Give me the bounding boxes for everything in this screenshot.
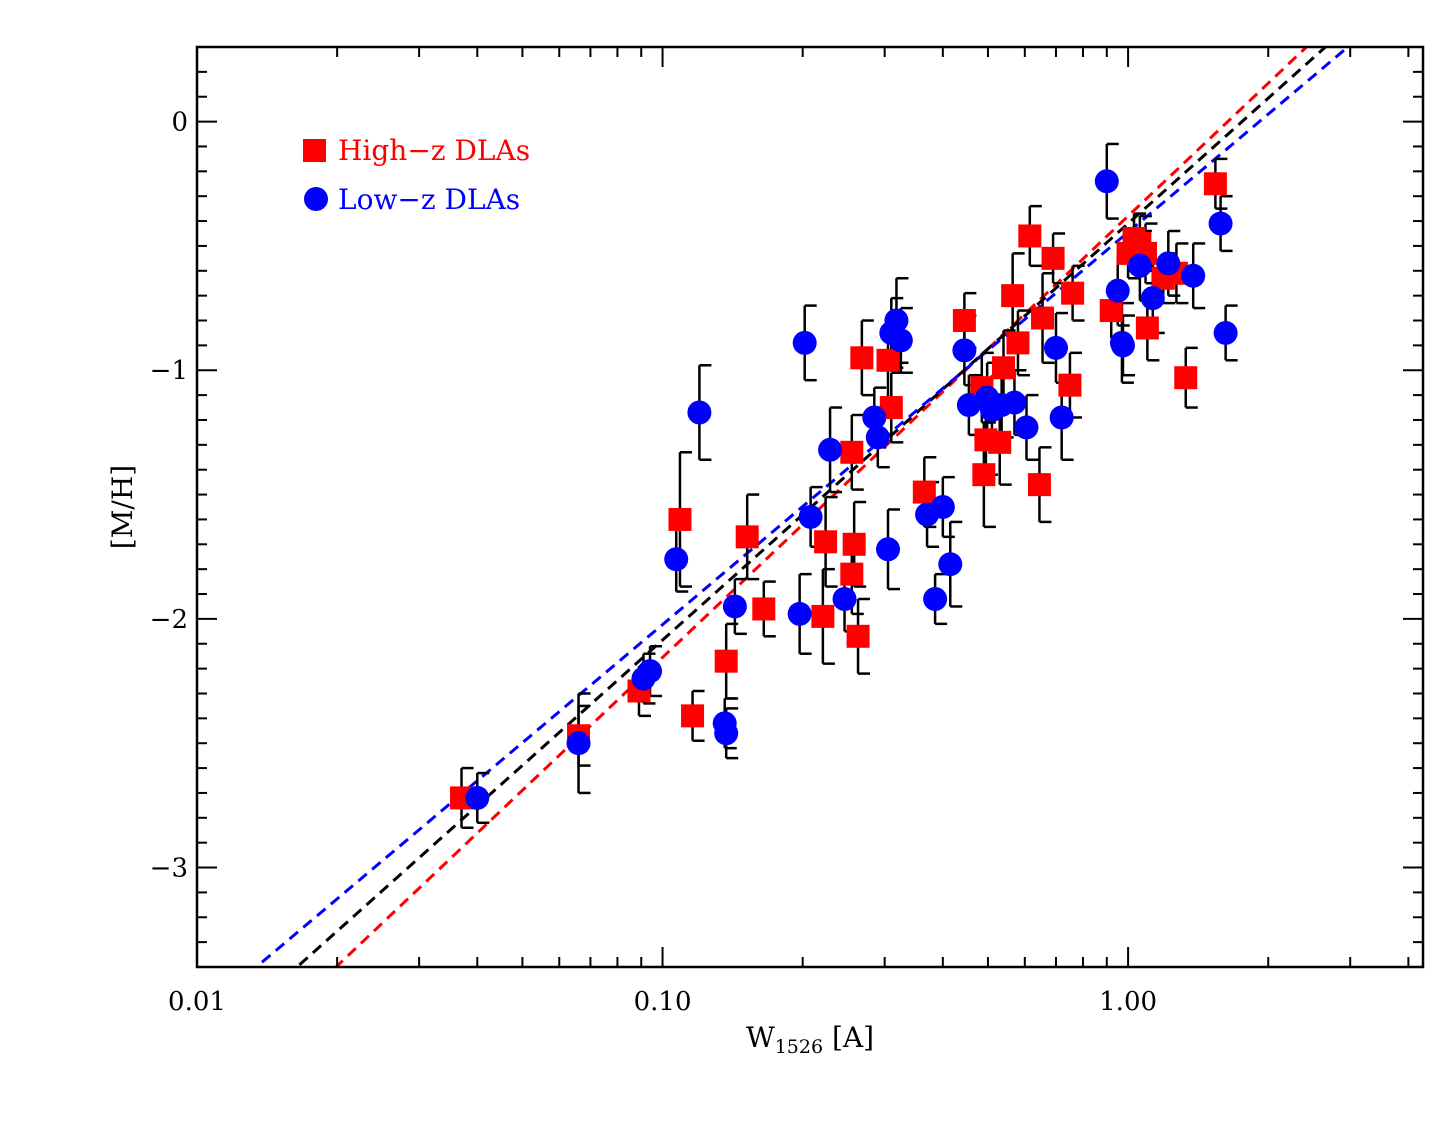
axis-ticks [196,46,1423,968]
low-z-point [884,308,909,333]
x-axis-label: W1526 [A] [746,1021,874,1058]
high-z-point [1203,172,1227,196]
data-markers [450,169,1238,810]
y-tick-label: −2 [150,605,188,635]
low-z-point [930,495,955,519]
high-z-point [1018,224,1042,248]
plot-frame [195,45,1425,969]
high-z-point [1001,284,1025,308]
high-z-point [1031,306,1055,330]
high-z-point [1041,246,1065,270]
low-z-point [1213,320,1238,345]
high-z-point [1061,281,1085,305]
high-z-point [850,346,874,370]
low-z-point [818,437,843,462]
x-tick-label: 1.00 [1099,987,1157,1017]
high-z-point [811,604,835,628]
low-z-point [1208,211,1233,236]
high-z-point [840,440,864,464]
low-z-point [832,587,857,611]
low-z-point [1002,390,1027,415]
low-z-point [952,338,977,363]
high-z-point [988,430,1012,454]
low-z-point [664,547,689,572]
high-z-point [842,532,866,556]
legend-label-high-z: High−z DLAs [338,134,530,167]
low-z-point [876,537,901,562]
y-tick-label: −3 [150,854,188,884]
high-z-point [992,356,1016,380]
fit-line-0 [333,47,1309,967]
low-z-point [1043,335,1068,360]
high-z-point [876,348,900,372]
high-z-point [1027,473,1051,497]
high-z-point [879,396,903,420]
low-z-point [1127,253,1152,278]
low-z-point [1110,333,1135,358]
low-z-point [865,425,890,450]
high-z-point [681,704,705,728]
low-z-point [566,731,591,756]
low-z-point [1049,405,1074,430]
high-z-point [714,649,738,673]
x-tick-label: 0.10 [634,987,692,1017]
high-z-point [668,507,692,531]
low-z-point [1094,169,1119,194]
low-z-point [938,552,963,577]
high-z-point [1099,299,1123,323]
high-z-point [1058,373,1082,397]
low-z-point [465,785,490,810]
low-z-point [1140,286,1165,311]
low-z-point [787,601,812,626]
high-z-point [840,562,864,586]
low-z-point [792,330,817,355]
low-z-point [638,659,663,684]
high-z-point [846,624,870,648]
legend: High−z DLAs Low−z DLAs [303,134,530,216]
fit-line-2 [253,47,1351,967]
low-z-point [798,504,823,529]
legend-marker-high-z [303,139,326,162]
high-z-point [735,525,759,549]
y-axis-label: [M/H] [106,465,139,549]
legend-marker-low-z [304,187,328,211]
high-z-point [972,463,996,487]
high-z-point [814,530,838,554]
high-z-point [1135,316,1159,340]
legend-label-low-z: Low−z DLAs [338,183,520,216]
low-z-point [923,587,948,611]
fit-lines [253,47,1351,967]
y-tick-label: −1 [150,356,188,386]
high-z-point [952,309,976,333]
low-z-point [888,328,913,353]
low-z-point [722,594,747,619]
low-z-point [1181,263,1206,288]
low-z-point [1156,251,1181,276]
high-z-point [1006,331,1030,355]
x-tick-label: 0.01 [168,987,226,1017]
high-z-point [912,480,936,504]
high-z-point [752,597,776,621]
high-z-point [1174,366,1198,390]
tick-labels: 0.01 0.10 1.00 0 −1 −2 −3 [150,108,1157,1017]
y-tick-label: 0 [171,108,188,138]
low-z-point [1105,278,1130,303]
low-z-point [956,393,981,418]
low-z-point [714,721,739,746]
low-z-point [862,405,887,430]
low-z-point [687,400,712,425]
low-z-point [1014,415,1039,440]
